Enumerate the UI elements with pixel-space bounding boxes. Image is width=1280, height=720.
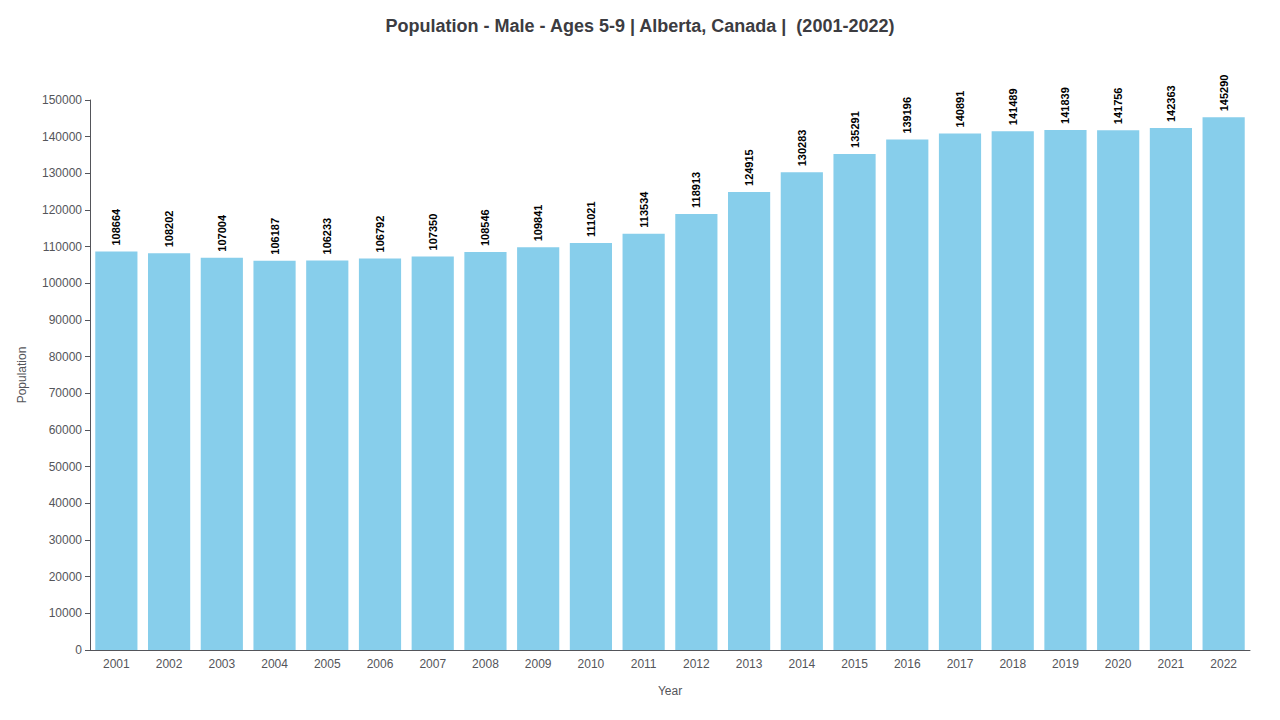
svg-text:2017: 2017 — [947, 657, 974, 671]
svg-text:2022: 2022 — [1210, 657, 1237, 671]
svg-text:30000: 30000 — [49, 533, 83, 547]
svg-text:2008: 2008 — [472, 657, 499, 671]
svg-text:2007: 2007 — [419, 657, 446, 671]
svg-text:2021: 2021 — [1158, 657, 1185, 671]
svg-text:109841: 109841 — [532, 205, 544, 242]
svg-text:100000: 100000 — [42, 276, 82, 290]
svg-text:10000: 10000 — [49, 606, 83, 620]
svg-text:108546: 108546 — [479, 209, 491, 246]
svg-text:2012: 2012 — [683, 657, 710, 671]
svg-text:2013: 2013 — [736, 657, 763, 671]
svg-text:142363: 142363 — [1165, 85, 1177, 122]
svg-text:107004: 107004 — [216, 214, 228, 252]
svg-text:141489: 141489 — [1007, 88, 1019, 125]
svg-text:60000: 60000 — [49, 423, 83, 437]
svg-text:141756: 141756 — [1112, 88, 1124, 125]
svg-text:139196: 139196 — [901, 97, 913, 134]
svg-text:108202: 108202 — [163, 211, 175, 248]
svg-text:20000: 20000 — [49, 570, 83, 584]
svg-text:111021: 111021 — [585, 201, 597, 237]
svg-text:2020: 2020 — [1105, 657, 1132, 671]
svg-text:150000: 150000 — [42, 93, 82, 107]
svg-text:2018: 2018 — [999, 657, 1026, 671]
svg-text:70000: 70000 — [49, 386, 83, 400]
svg-text:141839: 141839 — [1059, 87, 1071, 124]
svg-text:106187: 106187 — [269, 218, 281, 255]
svg-text:Population - Male - Ages 5-9 |: Population - Male - Ages 5-9 | Alberta, … — [386, 16, 895, 36]
svg-text:50000: 50000 — [49, 460, 83, 474]
svg-text:Year: Year — [658, 684, 682, 698]
svg-text:130000: 130000 — [42, 166, 82, 180]
svg-text:145290: 145290 — [1218, 75, 1230, 112]
svg-text:2016: 2016 — [894, 657, 921, 671]
svg-text:2010: 2010 — [578, 657, 605, 671]
svg-text:2014: 2014 — [788, 657, 815, 671]
svg-text:108664: 108664 — [110, 208, 122, 246]
svg-text:113534: 113534 — [638, 191, 650, 228]
svg-text:2011: 2011 — [631, 657, 657, 671]
svg-text:80000: 80000 — [49, 350, 83, 364]
svg-text:106792: 106792 — [374, 216, 386, 253]
svg-text:140891: 140891 — [954, 91, 966, 128]
svg-text:2006: 2006 — [367, 657, 394, 671]
svg-text:40000: 40000 — [49, 496, 83, 510]
svg-text:140000: 140000 — [42, 130, 82, 144]
svg-text:2001: 2001 — [103, 657, 130, 671]
svg-text:2005: 2005 — [314, 657, 341, 671]
svg-text:107350: 107350 — [427, 214, 439, 251]
svg-text:106233: 106233 — [321, 218, 333, 255]
svg-text:2002: 2002 — [156, 657, 183, 671]
svg-text:2004: 2004 — [261, 657, 288, 671]
svg-text:2003: 2003 — [208, 657, 235, 671]
svg-text:90000: 90000 — [49, 313, 83, 327]
svg-text:2019: 2019 — [1052, 657, 1079, 671]
svg-text:118913: 118913 — [690, 172, 702, 208]
svg-text:135291: 135291 — [849, 111, 861, 148]
svg-text:0: 0 — [75, 643, 82, 657]
svg-text:130283: 130283 — [796, 130, 808, 167]
svg-text:2015: 2015 — [841, 657, 868, 671]
svg-text:Population: Population — [15, 347, 29, 404]
svg-text:2009: 2009 — [525, 657, 552, 671]
svg-text:120000: 120000 — [42, 203, 82, 217]
svg-text:124915: 124915 — [743, 149, 755, 186]
svg-text:110000: 110000 — [43, 240, 82, 254]
